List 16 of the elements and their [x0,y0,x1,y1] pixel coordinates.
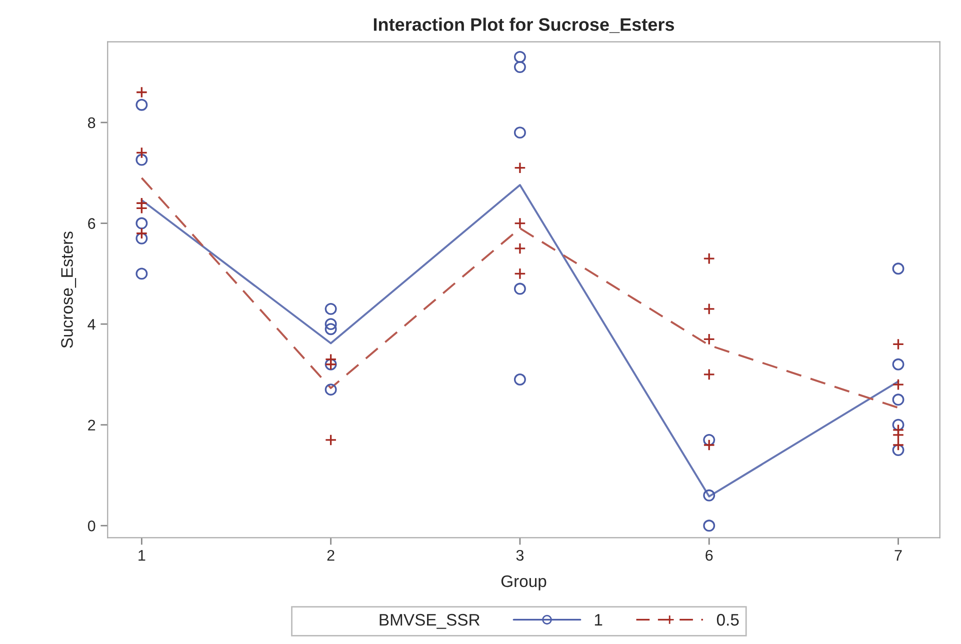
y-axis-title: Sucrose_Esters [61,232,76,348]
y-tick-label: 8 [88,117,96,128]
y-tick-label: 6 [88,218,96,229]
legend-label: 1 [594,614,602,626]
x-tick-label: 6 [706,550,713,561]
x-tick-label: 2 [327,550,334,561]
x-tick-label: 7 [894,550,902,561]
x-tick-label: 1 [138,550,146,561]
chart-title: Interaction Plot for Sucrose_Esters [374,18,674,33]
y-tick-label: 4 [88,319,96,330]
x-axis-title: Group [501,575,546,590]
x-tick-label: 3 [516,550,524,561]
y-tick-label: 0 [88,520,96,532]
legend-title: BMVSE_SSR [380,614,480,629]
y-tick-label: 2 [88,420,96,430]
legend-label: 0.5 [716,614,739,626]
